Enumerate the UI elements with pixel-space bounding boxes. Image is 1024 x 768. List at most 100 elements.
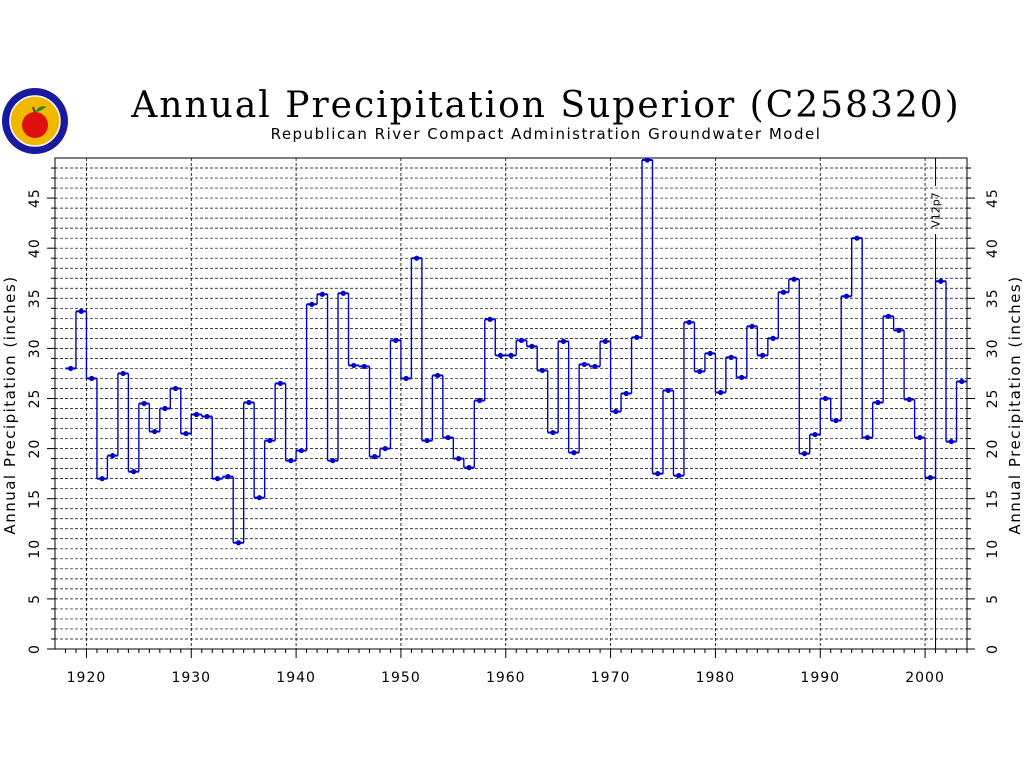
- data-point: [571, 450, 577, 456]
- data-point: [403, 375, 409, 382]
- data-point: [183, 430, 189, 437]
- series-precipitation: [65, 157, 967, 546]
- data-point: [801, 451, 808, 457]
- y-tick-label: 35: [985, 288, 1001, 308]
- data-point: [141, 400, 147, 407]
- y-axis-left: 0 5 10 15 20 25 30 35 40 45: [27, 167, 55, 654]
- data-point: [193, 411, 200, 418]
- y-axis-label-left: Annual Precipitation (inches): [1, 275, 19, 534]
- data-point: [225, 474, 231, 480]
- data-point: [497, 352, 504, 359]
- data-point: [623, 390, 629, 397]
- x-tick-label: 1960: [486, 670, 526, 686]
- y-tick-label: 45: [985, 188, 1001, 208]
- x-tick-label: 2000: [905, 670, 945, 686]
- data-point: [466, 465, 472, 471]
- chart-subtitle: Republican River Compact Administration …: [271, 125, 822, 143]
- apple-icon: [22, 112, 48, 138]
- data-point: [68, 365, 74, 372]
- data-point: [697, 368, 703, 375]
- data-point: [330, 458, 336, 464]
- data-point: [822, 395, 829, 402]
- data-point: [634, 334, 640, 340]
- data-point: [256, 495, 263, 501]
- chart-title: Annual Precipitation Superior (C258320): [130, 85, 960, 126]
- data-point: [445, 434, 451, 441]
- data-point: [319, 291, 325, 297]
- data-point: [235, 540, 242, 546]
- data-point: [581, 361, 587, 368]
- data-point: [833, 417, 839, 424]
- data-point: [592, 363, 598, 370]
- y-tick-label: 5: [985, 594, 1001, 604]
- apple-stem-icon: [32, 106, 36, 114]
- data-point: [938, 278, 944, 284]
- data-point: [487, 316, 493, 322]
- data-point: [875, 399, 881, 406]
- data-point: [298, 447, 304, 454]
- data-point: [455, 456, 462, 462]
- data-point: [340, 290, 346, 296]
- y-tick-label: 45: [27, 188, 43, 208]
- y-tick-label: 20: [27, 439, 43, 459]
- data-point: [204, 413, 210, 420]
- y-tick-label: 15: [27, 489, 43, 509]
- data-point: [151, 428, 158, 435]
- data-point: [246, 399, 252, 406]
- data-point: [414, 255, 420, 261]
- y-tick-label: 10: [985, 539, 1001, 559]
- x-tick-label: 1950: [381, 670, 421, 686]
- y-tick-label: 0: [985, 644, 1001, 654]
- y-tick-label: 30: [985, 338, 1001, 358]
- agency-seal-logo: [2, 88, 68, 154]
- x-axis: 1920 1930 1940 1950 1960 1970 1980 1990 2000: [64, 649, 968, 686]
- data-point: [602, 338, 608, 344]
- data-point: [78, 308, 84, 314]
- data-point: [655, 471, 661, 477]
- data-point: [959, 378, 965, 385]
- data-point: [896, 327, 902, 333]
- marker-label: V12p7: [930, 192, 943, 228]
- x-tick-label: 1970: [591, 670, 631, 686]
- data-point: [770, 335, 776, 341]
- data-point: [812, 431, 818, 438]
- data-point: [854, 235, 860, 241]
- data-point: [476, 397, 483, 404]
- y-tick-label: 25: [27, 389, 43, 409]
- data-point: [393, 337, 399, 343]
- data-point: [162, 405, 168, 412]
- data-point: [676, 473, 682, 479]
- data-point: [110, 453, 116, 459]
- data-point: [906, 396, 912, 403]
- data-point: [560, 338, 567, 344]
- y-tick-label: 30: [27, 338, 43, 358]
- data-point: [267, 437, 273, 444]
- data-point: [508, 352, 514, 359]
- data-point: [518, 337, 525, 343]
- y-tick-label: 40: [985, 238, 1001, 258]
- data-point: [728, 354, 734, 361]
- y-tick-label: 35: [27, 288, 43, 308]
- data-point: [288, 458, 294, 464]
- data-point: [885, 313, 891, 319]
- data-point: [89, 375, 95, 382]
- data-point: [707, 350, 713, 356]
- data-point: [917, 434, 923, 441]
- y-axis-right: 0 5 10 15 20 25 30 35 40 45: [967, 167, 1001, 654]
- x-tick-label: 1940: [276, 670, 316, 686]
- data-point: [613, 408, 619, 415]
- data-point: [686, 319, 692, 325]
- data-point: [539, 367, 546, 374]
- data-point: [372, 454, 378, 460]
- data-point: [791, 276, 797, 282]
- plot-frame: [54, 157, 968, 650]
- data-point: [435, 372, 441, 379]
- y-tick-label: 40: [27, 238, 43, 258]
- data-point: [382, 445, 388, 452]
- data-point: [864, 434, 871, 441]
- data-point: [309, 301, 315, 307]
- data-point: [361, 363, 367, 370]
- x-tick-label: 1920: [67, 670, 107, 686]
- y-tick-label: 0: [27, 644, 43, 654]
